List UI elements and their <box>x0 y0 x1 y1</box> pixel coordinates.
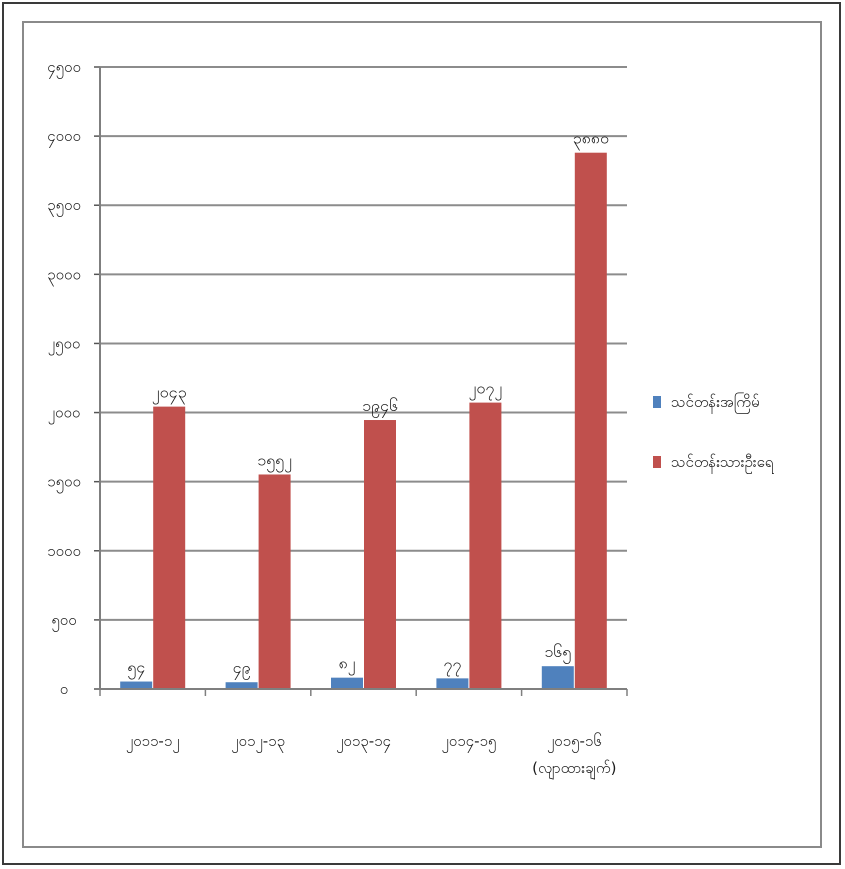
bar <box>436 678 469 689</box>
x-tick-label: ၂၀၁၅-၁၆ <box>547 732 602 753</box>
bar <box>541 666 574 689</box>
gridlines <box>94 66 627 690</box>
x-tick-label: ၂၀၁၄-၁၅ <box>441 732 496 753</box>
data-label: ၃၈၈၀ <box>573 129 609 151</box>
y-tick-label: ၂၅၀၀ <box>48 334 81 355</box>
y-tick-label: ၄၀၀၀ <box>47 127 81 148</box>
legend-swatch <box>653 396 661 408</box>
y-tick-label: ၂၀၀၀ <box>48 404 81 425</box>
legend-label: သင်တန်းသားဦးရေ <box>671 453 775 474</box>
bar <box>469 402 502 689</box>
y-tick-label: ၄၅၀၀ <box>47 58 81 79</box>
x-tick-label: ၂၀၁၃-၁၄ <box>336 732 391 753</box>
data-label: ၁၆၅ <box>544 642 571 664</box>
data-label: ၅၄ <box>127 658 145 680</box>
bar <box>331 677 363 689</box>
y-tick-label: ၁၀၀၀ <box>47 542 81 560</box>
bar <box>120 681 153 689</box>
y-tick-label: ၅၀၀ <box>51 611 76 632</box>
data-label: ၁၅၅၂ <box>257 450 292 472</box>
x-tick-label: ၂၀၁၁-၁၂ <box>126 732 180 753</box>
legend: သင်တန်းအကြိမ်သင်တန်းသားဦးရေ <box>653 392 775 474</box>
x-tick-label: (လျာထားချက်) <box>532 759 616 780</box>
bar <box>153 406 186 689</box>
y-tick-label: ၀ <box>60 680 68 698</box>
bar <box>225 682 258 689</box>
legend-label: သင်တန်းအကြိမ် <box>671 392 760 414</box>
data-label: ၇၇ <box>443 654 461 676</box>
y-axis-tick-labels: ၀ ၅၀၀ ၁၀၀၀ ၁၅၀၀ ၂၀၀၀ ၂၅၀၀ ၃၀၀၀ ၃၅၀၀ ၄၀၀၀ ၄၅၀၀ <box>47 58 81 698</box>
bar <box>574 152 607 690</box>
bars <box>120 152 607 690</box>
data-label: ၁၉၄၆ <box>362 396 398 418</box>
y-tick-label: ၃၀၀၀ <box>47 265 81 286</box>
x-tick-label: ၂၀၁၂-၁၃ <box>231 732 285 753</box>
axes <box>99 67 628 696</box>
chart-frame <box>22 21 822 848</box>
data-label: ၂၀၇၂ <box>469 379 503 401</box>
data-label: ၂၀၄၃ <box>152 383 187 405</box>
y-tick-label: ၃၅၀၀ <box>47 196 81 217</box>
data-label: ၈၂ <box>339 654 356 676</box>
x-axis-tick-labels: ၂၀၁၁-၁၂ ၂၀၁၂-၁၃ ၂၀၁၃-၁၄ ၂၀၁၄-၁၅ ၂၀၁၅-၁၆ (လျာထ… <box>126 732 617 780</box>
data-label: ၄၉ <box>233 658 251 680</box>
y-tick-label: ၁၅၀၀ <box>47 473 81 494</box>
bar <box>258 474 291 689</box>
legend-swatch <box>653 456 661 468</box>
bar <box>364 420 396 689</box>
